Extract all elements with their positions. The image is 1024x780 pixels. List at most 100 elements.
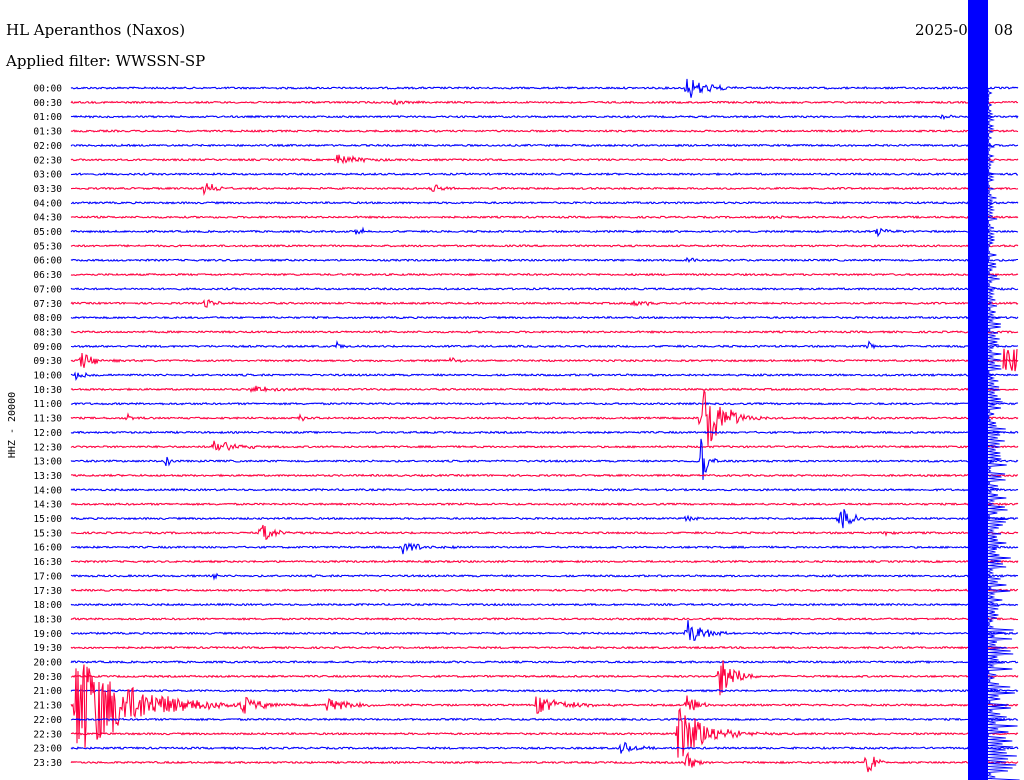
tick-label-0700: 07:00	[33, 284, 62, 295]
tick-label-2000: 20:00	[33, 658, 62, 669]
trace-1500	[70, 509, 1019, 529]
tick-label-0030: 00:30	[33, 98, 62, 109]
trace-0300	[70, 172, 1018, 177]
tick-label-1430: 14:30	[33, 500, 62, 511]
time-tick-labels: 00:00 00:30 01:00 01:30 02:00 02:30 03:00 03:30…	[33, 84, 62, 769]
edge-burst	[1002, 348, 1018, 372]
tick-label-0630: 06:30	[33, 270, 62, 281]
trace-1800	[70, 602, 1019, 607]
trace-1030	[70, 385, 1019, 394]
tick-label-0830: 08:30	[33, 327, 62, 338]
trace-0000	[70, 78, 1019, 98]
tick-label-1030: 10:30	[33, 385, 62, 396]
trace-1600	[71, 542, 1019, 555]
trace-0700	[70, 286, 1019, 291]
trace-0830	[70, 330, 1019, 334]
tick-label-2130: 21:30	[33, 701, 62, 712]
tick-label-1330: 13:30	[33, 471, 62, 482]
tick-label-1700: 17:00	[33, 571, 62, 582]
trace-2000	[70, 660, 1019, 665]
trace-2100	[70, 688, 1019, 693]
tick-label-0300: 03:00	[33, 170, 62, 181]
tick-label-0900: 09:00	[33, 342, 62, 353]
trace-0230	[70, 154, 1019, 165]
tick-label-0100: 01:00	[33, 112, 62, 123]
tick-label-0330: 03:30	[33, 184, 62, 195]
tick-label-1400: 14:00	[33, 485, 62, 496]
saturated-tail	[986, 89, 1020, 780]
trace-0730	[70, 299, 1019, 308]
trace-0200	[70, 143, 1019, 148]
tick-label-0000: 00:00	[33, 84, 62, 95]
trace-0130	[70, 129, 1019, 133]
trace-1530	[70, 524, 1019, 540]
tick-label-0500: 05:00	[33, 227, 62, 238]
tick-label-1530: 15:30	[33, 528, 62, 539]
tick-label-0730: 07:30	[33, 299, 62, 310]
trace-1630	[70, 559, 1019, 564]
tick-label-0130: 01:30	[33, 127, 62, 138]
tick-label-0930: 09:30	[33, 356, 62, 367]
tick-label-2230: 22:30	[33, 729, 62, 740]
trace-0330	[71, 183, 1019, 197]
trace-1700	[70, 572, 1019, 581]
tick-label-1230: 12:30	[33, 442, 62, 453]
tick-label-0530: 05:30	[33, 241, 62, 252]
tick-label-1000: 10:00	[33, 371, 62, 382]
trace-1900	[70, 620, 1019, 642]
trace-2330	[70, 751, 1019, 773]
trace-0930	[70, 353, 1019, 368]
filter-label: Applied filter: WWSSN-SP	[5, 52, 205, 70]
tick-label-1630: 16:30	[33, 557, 62, 568]
saturated-band	[968, 0, 988, 780]
trace-1000	[70, 371, 1019, 381]
date-label-tail: 08	[994, 21, 1013, 39]
tick-label-2100: 21:00	[33, 686, 62, 697]
trace-2200	[70, 717, 1019, 722]
trace-2130	[70, 664, 1019, 748]
tick-label-0230: 02:30	[33, 155, 62, 166]
saturated-trace-region	[968, 0, 1020, 780]
tick-label-1200: 12:00	[33, 428, 62, 439]
tick-label-0200: 02:00	[33, 141, 62, 152]
trace-1230	[70, 440, 1019, 452]
trace-1130	[70, 389, 1019, 446]
tick-label-2300: 23:00	[33, 744, 62, 755]
trace-1330	[70, 473, 1018, 478]
y-axis-label: HHZ - 20000	[7, 392, 18, 458]
tick-label-0400: 04:00	[33, 198, 62, 209]
tick-label-1930: 19:30	[33, 643, 62, 654]
tick-label-2030: 20:30	[33, 672, 62, 683]
tick-label-1500: 15:00	[33, 514, 62, 525]
trace-0030	[70, 99, 1019, 106]
tick-label-1900: 19:00	[33, 629, 62, 640]
tick-label-1600: 16:00	[33, 543, 62, 554]
trace-0800	[70, 315, 1019, 320]
trace-1430	[70, 502, 1019, 507]
trace-0530	[70, 244, 1019, 248]
trace-1400	[70, 487, 1019, 492]
tick-label-0430: 04:30	[33, 213, 62, 224]
trace-0900	[71, 340, 1019, 350]
trace-0400	[70, 200, 1019, 205]
station-title: HL Aperanthos (Naxos)	[6, 21, 185, 39]
trace-0100	[70, 114, 1019, 121]
trace-0630	[70, 272, 1019, 277]
date-label: 2025-0	[915, 21, 968, 39]
tick-label-2200: 22:00	[33, 715, 62, 726]
trace-2230	[70, 707, 1019, 758]
tick-label-1100: 11:00	[33, 399, 62, 410]
tick-label-0600: 06:00	[33, 256, 62, 267]
trace-0500	[70, 226, 1019, 238]
trace-0430	[70, 215, 1019, 220]
tick-label-1130: 11:30	[33, 414, 62, 425]
tick-label-1730: 17:30	[33, 586, 62, 597]
tick-label-1800: 18:00	[33, 600, 62, 611]
trace-1100	[70, 401, 1019, 406]
trace-2030	[70, 660, 1019, 696]
tick-label-1830: 18:30	[33, 614, 62, 625]
trace-lines	[70, 78, 1019, 773]
trace-0600	[70, 256, 1018, 263]
